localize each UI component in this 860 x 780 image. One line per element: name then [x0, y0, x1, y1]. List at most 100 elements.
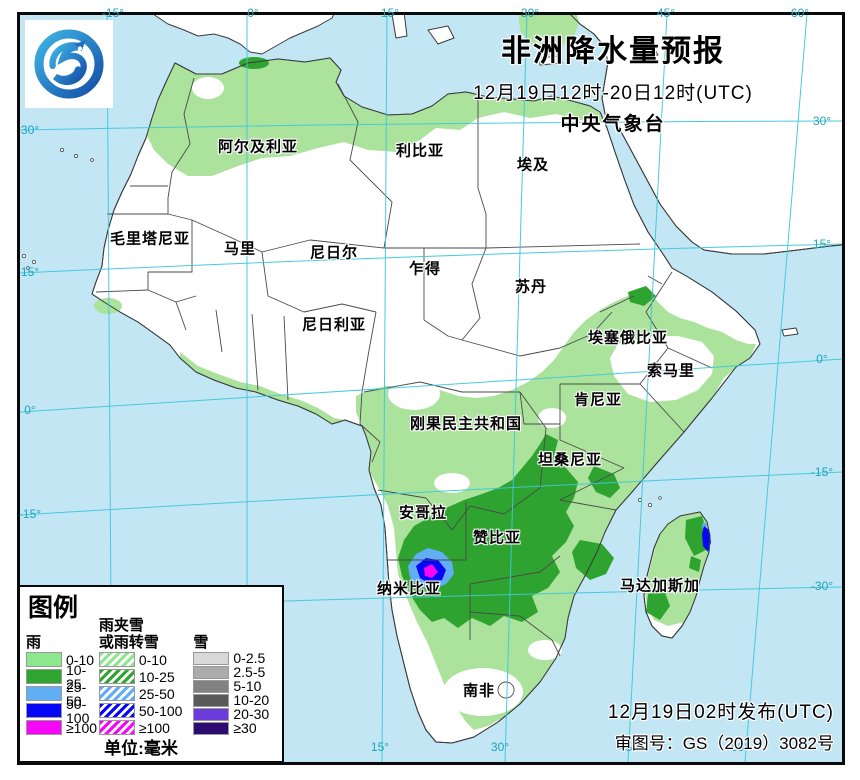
legend-row: 20-30	[193, 707, 280, 721]
country-label: 安哥拉	[398, 504, 448, 522]
grid-label: -30°	[810, 579, 834, 593]
country-label: 赞比亚	[472, 529, 522, 547]
country-label: 坦桑尼亚	[537, 451, 603, 469]
legend-range-label: 10-25	[138, 668, 175, 685]
legend-swatch	[98, 720, 135, 735]
legend-box: 图例 雨 0-10 10-25 25-50 50-100 ≥100 雨夹雪 或雨转雪 0-10 1…	[18, 585, 284, 763]
coastlines	[91, 13, 844, 744]
publish-block: 12月19日02时发布(UTC) 审图号：GS（2019）3082号	[608, 697, 834, 754]
legend-swatch	[193, 665, 230, 679]
grid-label: 0°	[816, 352, 828, 366]
legend-row: 10-25	[98, 668, 194, 685]
cma-logo	[25, 20, 113, 108]
map-agency: 中央气象台	[560, 114, 666, 135]
legend-range-label: ≥100	[66, 719, 98, 736]
legend-swatch	[98, 669, 135, 684]
legend-range-label: ≥30	[233, 720, 257, 736]
legend-column-header: 雨夹雪 或雨转雪	[98, 617, 159, 651]
legend-swatch	[26, 652, 62, 667]
country-label: 索马里	[646, 362, 696, 380]
country-label: 埃及	[516, 156, 550, 174]
country-label: 毛里塔尼亚	[109, 230, 191, 248]
grid-label: 60°	[790, 6, 810, 20]
legend-row: 25-50	[26, 680, 99, 708]
legend-swatch	[26, 720, 62, 735]
sardinia-island	[391, 13, 408, 39]
legend-row: ≥100	[98, 719, 194, 736]
legend-row: 0-2.5	[193, 651, 280, 665]
legend-swatch	[98, 652, 135, 667]
grid-label: -15°	[810, 465, 834, 479]
legend-title: 图例	[28, 594, 79, 622]
grid-label: 45°	[618, 740, 638, 754]
legend-columns: 雨 0-10 10-25 25-50 50-100 ≥100 雨夹雪 或雨转雪 0-10 10-2…	[26, 611, 280, 736]
country-label: 苏丹	[514, 278, 548, 296]
legend-row: 25-50	[98, 685, 194, 702]
grid-label: 15°	[380, 6, 400, 20]
iberia-landmass	[151, 13, 335, 55]
map-frame-border	[17, 12, 845, 765]
legend-row: ≥100	[26, 719, 99, 736]
crete-island	[537, 55, 563, 66]
legend-swatch	[193, 693, 230, 707]
precip-heavy-spots	[408, 522, 711, 590]
grid-label: 15°	[20, 265, 40, 279]
title-block: 非洲降水量预报 12月19日12时-20日12时(UTC) 中央气象台	[408, 26, 818, 136]
legend-range-label: ≥100	[138, 719, 170, 736]
legend-column-header: 雨	[26, 634, 42, 651]
legend-range-label: 50-100	[138, 702, 183, 719]
legend-range-label: 0-2.5	[233, 650, 266, 666]
country-label: 肯尼亚	[573, 391, 623, 409]
country-borders	[95, 77, 713, 699]
grid-label: 30°	[20, 123, 40, 137]
grid-label: 30°	[520, 6, 540, 20]
legend-swatch	[193, 721, 230, 735]
legend-unit: 单位:毫米	[104, 739, 178, 758]
grid-label: 30°	[490, 740, 510, 754]
legend-column: 雪 0-2.5 2.5-5 5-10 10-20 20-30 ≥30	[193, 611, 280, 736]
legend-range-label: 25-50	[138, 685, 175, 702]
grid-label: 0°	[247, 6, 259, 20]
grid-label: -15°	[101, 6, 125, 20]
legend-row: 0-10	[98, 651, 194, 668]
legend-range-label: 10-25	[66, 661, 87, 692]
publish-time: 12月19日02时发布(UTC)	[607, 702, 834, 723]
legend-swatch	[193, 651, 230, 665]
legend-row: 2.5-5	[193, 665, 280, 679]
legend-range-label: 0-10	[138, 651, 167, 668]
grid-label: 30°	[812, 114, 832, 128]
grid-label: 15°	[370, 740, 390, 754]
legend-swatch	[26, 703, 62, 718]
legend-range-label: 20-30	[233, 706, 270, 722]
legend-swatch	[26, 669, 62, 684]
legend-row: 0-10	[26, 651, 99, 668]
legend-row: 5-10	[193, 679, 280, 693]
legend-swatch	[98, 686, 135, 701]
country-label: 利比亚	[395, 142, 445, 160]
sicily-island	[427, 25, 455, 45]
country-label: 埃塞俄比亚	[587, 329, 669, 347]
legend-range-label: 2.5-5	[233, 664, 266, 680]
cyprus-island	[635, 47, 659, 58]
legend-row: ≥30	[193, 721, 280, 735]
legend-range-label: 0-10	[66, 651, 95, 668]
map-approval-number: 审图号：GS（2019）3082号	[614, 734, 834, 753]
grid-label: -15°	[18, 507, 42, 521]
grid-label: 45°	[656, 6, 676, 20]
country-label: 马达加斯加	[619, 577, 701, 595]
legend-range-label: 5-10	[233, 678, 262, 694]
country-label: 南非	[462, 682, 496, 700]
socotra-island	[781, 327, 799, 337]
map-subtitle: 12月19日12时-20日12时(UTC)	[473, 83, 753, 104]
legend-row: 10-25	[26, 663, 99, 691]
legend-swatch	[98, 703, 135, 718]
grid-label: 15°	[812, 237, 832, 251]
grid-label: 60°	[730, 740, 750, 754]
precip-dry-holes	[192, 77, 714, 716]
legend-row: 50-100	[98, 702, 194, 719]
legend-row: 10-20	[193, 693, 280, 707]
legend-column: 雨 0-10 10-25 25-50 50-100 ≥100	[26, 611, 99, 736]
legend-swatch	[193, 707, 230, 721]
grid-label: 0°	[24, 403, 36, 417]
